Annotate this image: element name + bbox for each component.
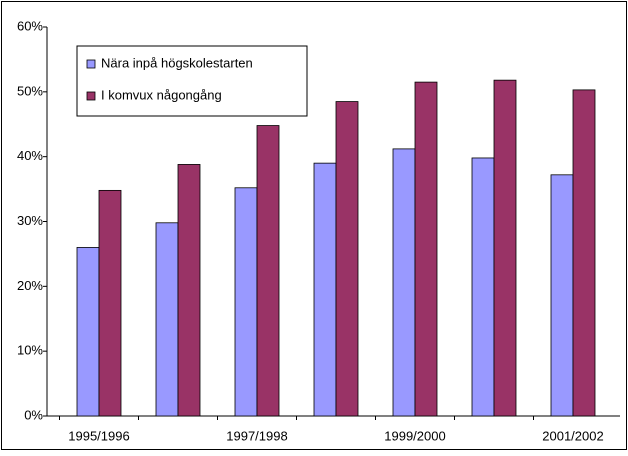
y-tick-label: 20% [17,278,43,293]
bar [177,164,201,417]
bar [414,81,438,417]
x-tick-label: 1995/1996 [68,428,129,443]
bar [335,101,359,417]
bar [234,187,258,417]
bar [98,189,122,417]
y-tick-label: 10% [17,343,43,358]
y-tick-label: 0% [24,407,43,422]
legend-swatch [86,59,96,69]
bar [392,148,416,417]
legend-label: Nära inpå högskolestarten [101,55,253,70]
bar [155,222,179,417]
bar [256,125,280,417]
bar [493,79,517,417]
x-tick-label: 1997/1998 [226,428,287,443]
legend-swatch [86,91,96,101]
bar [572,89,596,417]
bar [471,157,495,417]
x-tick-label: 1999/2000 [384,428,445,443]
bar [76,247,100,417]
legend-label: I komvux någongång [101,87,222,102]
bar [313,162,337,417]
bar [550,174,574,417]
y-tick-label: 30% [17,213,43,228]
x-tick-label: 2001/2002 [542,428,603,443]
y-tick-label: 40% [17,148,43,163]
y-tick-label: 50% [17,83,43,98]
y-tick-label: 60% [17,18,43,33]
legend-box [76,45,308,117]
